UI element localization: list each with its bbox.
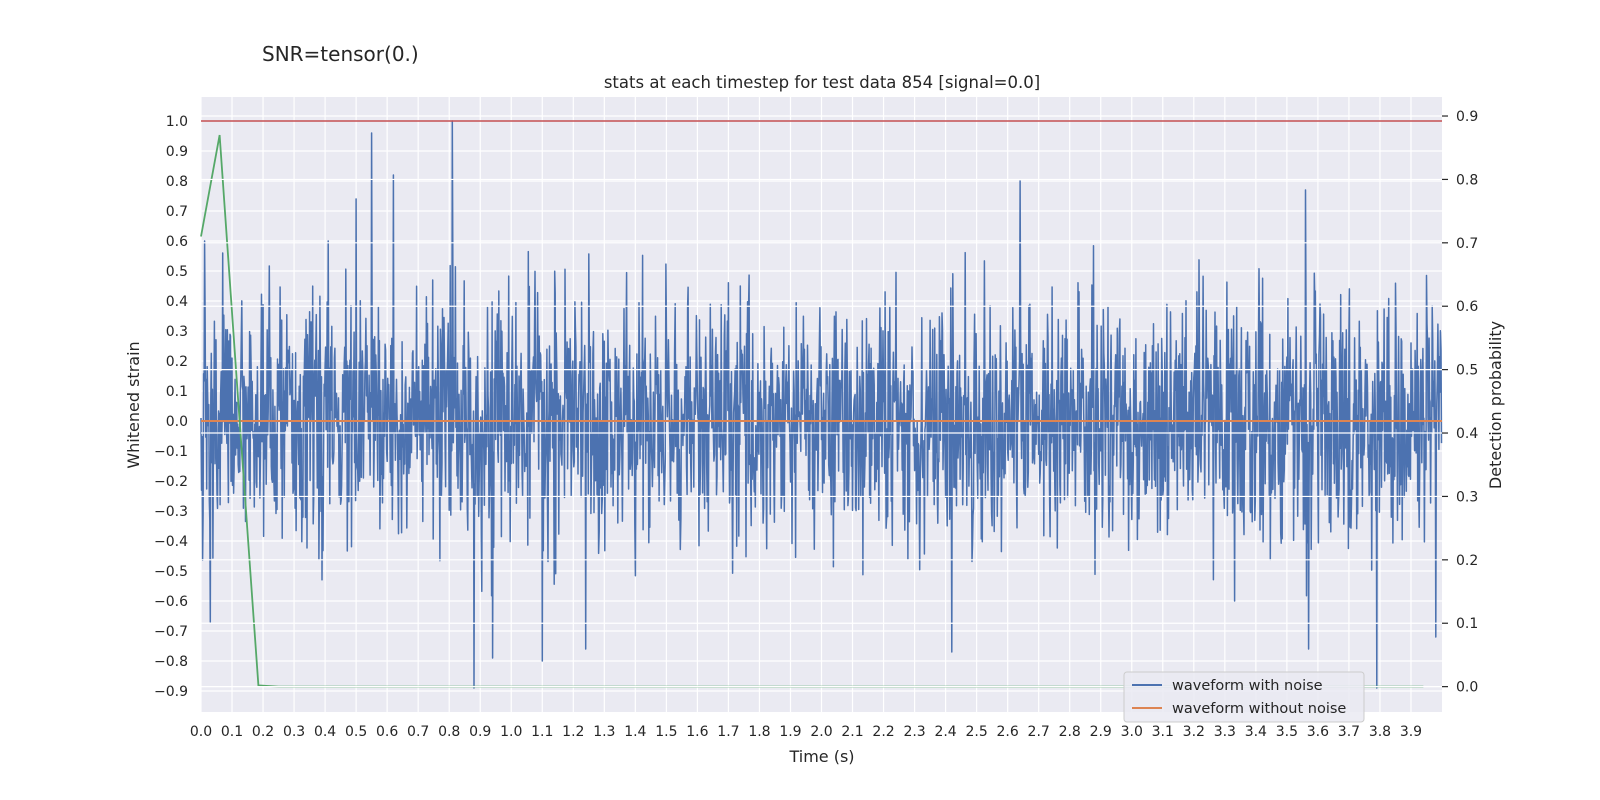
y-tick-label: 0.2 — [166, 354, 188, 370]
x-tick-label: 2.1 — [841, 724, 863, 740]
x-tick-label: 1.5 — [655, 724, 677, 740]
x-tick-label: 0.4 — [314, 724, 336, 740]
chart-title: stats at each timestep for test data 854… — [604, 73, 1040, 92]
y-tick-label: −0.3 — [154, 504, 188, 520]
legend-frame — [1123, 671, 1365, 723]
x-tick-label: 1.6 — [686, 724, 708, 740]
y-tick-label: 0.9 — [166, 144, 188, 160]
series-layer — [200, 115, 1443, 689]
x-tick-label: 3.3 — [1214, 724, 1236, 740]
y-tick-label: 0.0 — [166, 414, 188, 430]
legend: waveform with noise waveform without noi… — [1123, 671, 1365, 723]
x-tick-label: 3.6 — [1307, 724, 1329, 740]
y2-tick-label: 0.2 — [1456, 553, 1478, 569]
y-tick-label: −0.6 — [154, 594, 188, 610]
x-tick-label: 2.0 — [810, 724, 832, 740]
y-tick-label: −0.7 — [154, 624, 188, 640]
suptitle: SNR=tensor(0.) — [262, 42, 419, 66]
x-tick-label: 3.1 — [1152, 724, 1174, 740]
y-tick-label: 0.3 — [166, 324, 188, 340]
x-tick-label: 1.8 — [748, 724, 770, 740]
x-tick-label: 3.9 — [1400, 724, 1422, 740]
x-tick-label: 1.1 — [531, 724, 553, 740]
x-tick-label: 2.3 — [903, 724, 925, 740]
y-tick-label: −0.4 — [154, 534, 188, 550]
y-tick-label: 0.6 — [166, 234, 188, 250]
x-tick-label: 3.5 — [1276, 724, 1298, 740]
y-tick-label: 0.5 — [166, 264, 188, 280]
x-tick-label: 1.0 — [500, 724, 522, 740]
x-tick-label: 1.3 — [593, 724, 615, 740]
y-tick-label: −0.9 — [154, 684, 188, 700]
x-tick-label: 2.6 — [997, 724, 1019, 740]
y2-tick-label: 0.7 — [1456, 236, 1478, 252]
x-tick-label: 0.2 — [252, 724, 274, 740]
x-tick-label: 2.9 — [1090, 724, 1112, 740]
y-tick-label: 0.7 — [166, 204, 188, 220]
y-tick-label: 0.8 — [166, 174, 188, 190]
y2-tick-label: 0.8 — [1456, 172, 1478, 188]
y-tick-label: −0.8 — [154, 654, 188, 670]
y-tick-label: −0.1 — [154, 444, 188, 460]
x-tick-label: 3.4 — [1245, 724, 1267, 740]
x-tick-label: 0.1 — [221, 724, 243, 740]
x-tick-label: 2.2 — [872, 724, 894, 740]
x-tick-label: 0.7 — [407, 724, 429, 740]
y2-tick-label: 0.6 — [1456, 299, 1478, 315]
x-tick-label: 1.4 — [624, 724, 646, 740]
x-tick-label: 0.9 — [469, 724, 491, 740]
y2-tick-label: 0.1 — [1456, 616, 1478, 632]
y2-tick-label: 0.9 — [1456, 109, 1478, 125]
x-tick-label: 1.2 — [562, 724, 584, 740]
x-tick-label: 2.5 — [965, 724, 987, 740]
y-tick-label: 0.4 — [166, 294, 188, 310]
x-axis-label: Time (s) — [788, 747, 854, 766]
x-tick-label: 3.8 — [1369, 724, 1391, 740]
x-tick-label: 2.7 — [1028, 724, 1050, 740]
x-axis-ticks: 0.0 0.1 0.2 0.3 0.4 0.5 0.6 0.7 0.8 0.9 1.0 1.1 1.2 1… — [190, 724, 1422, 740]
x-tick-label: 1.9 — [779, 724, 801, 740]
y-axis-ticks: 1.0 0.9 0.8 0.7 0.6 0.5 0.4 0.3 0.2 0.1 0.0 −0.1 −0.… — [154, 114, 188, 700]
legend-label-noisy: waveform with noise — [1172, 678, 1323, 694]
x-tick-label: 2.8 — [1059, 724, 1081, 740]
x-tick-label: 0.0 — [190, 724, 212, 740]
series-waveform-with-noise — [200, 120, 1443, 689]
x-tick-label: 3.2 — [1183, 724, 1205, 740]
y-tick-label: −0.2 — [154, 474, 188, 490]
y2-tick-label: 0.0 — [1456, 680, 1478, 696]
x-tick-label: 0.6 — [376, 724, 398, 740]
x-tick-label: 2.4 — [934, 724, 956, 740]
y2-axis-label: Detection probability — [1486, 321, 1505, 489]
y-tick-label: −0.5 — [154, 564, 188, 580]
y2-axis-ticks: 0.9 0.8 0.7 0.6 0.5 0.4 0.3 0.2 0.1 0.0 — [1442, 109, 1478, 696]
x-tick-label: 0.3 — [283, 724, 305, 740]
y-axis-label: Whitened strain — [124, 341, 143, 468]
x-tick-label: 0.8 — [438, 724, 460, 740]
y2-tick-label: 0.4 — [1456, 426, 1478, 442]
legend-label-clean: waveform without noise — [1172, 701, 1346, 717]
y2-tick-label: 0.5 — [1456, 363, 1478, 379]
x-tick-label: 3.7 — [1338, 724, 1360, 740]
y-tick-label: 0.1 — [166, 384, 188, 400]
x-tick-label: 0.5 — [345, 724, 367, 740]
x-tick-label: 1.7 — [717, 724, 739, 740]
x-tick-label: 3.0 — [1121, 724, 1143, 740]
y2-tick-label: 0.3 — [1456, 489, 1478, 505]
y-tick-label: 1.0 — [166, 114, 188, 130]
